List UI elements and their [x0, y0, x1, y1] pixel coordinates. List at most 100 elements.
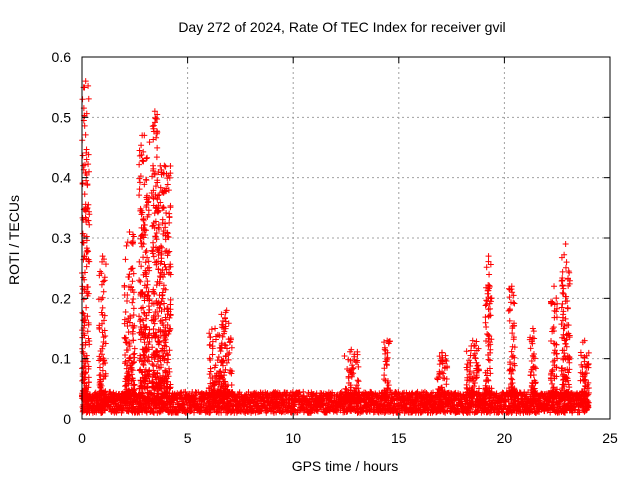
data-point — [123, 242, 130, 249]
data-point — [485, 356, 492, 363]
data-point — [85, 95, 92, 102]
data-point — [152, 115, 159, 122]
data-point — [122, 256, 129, 263]
data-point — [228, 381, 235, 388]
data-point — [83, 304, 90, 311]
data-point — [150, 362, 157, 369]
data-point — [150, 239, 157, 246]
data-point — [468, 342, 475, 349]
y-tick-label: 0.3 — [52, 230, 72, 246]
data-point — [130, 296, 137, 303]
data-point — [341, 353, 348, 360]
data-point — [83, 146, 90, 153]
data-point — [143, 247, 150, 254]
data-point — [228, 344, 235, 351]
data-point — [530, 328, 537, 335]
data-point — [562, 264, 569, 271]
data-point — [215, 353, 222, 360]
y-tick-label: 0.1 — [52, 351, 72, 367]
data-point — [121, 282, 128, 289]
data-point — [130, 305, 137, 312]
data-point — [558, 277, 565, 284]
x-axis-label: GPS time / hours — [292, 458, 399, 474]
data-point — [151, 320, 158, 327]
data-point — [136, 186, 143, 193]
y-tick-label: 0.5 — [52, 109, 72, 125]
data-point — [485, 253, 492, 260]
data-point — [508, 375, 515, 382]
data-point — [140, 158, 147, 165]
data-point — [167, 202, 174, 209]
data-point — [484, 290, 491, 297]
data-point — [98, 281, 105, 288]
data-point — [577, 349, 584, 356]
data-point — [559, 268, 566, 275]
x-tick-label: 25 — [602, 430, 618, 446]
data-point — [100, 278, 107, 285]
data-point — [563, 259, 570, 266]
data-point — [529, 325, 536, 332]
data-point — [154, 144, 161, 151]
data-point — [131, 382, 138, 389]
data-point — [205, 399, 212, 406]
data-point — [170, 399, 177, 406]
data-point — [81, 191, 88, 198]
data-point — [152, 405, 159, 412]
data-point — [162, 163, 169, 170]
data-point — [488, 295, 495, 302]
data-point — [100, 288, 107, 295]
data-point — [559, 317, 566, 324]
data-point — [137, 318, 144, 325]
data-point — [206, 409, 213, 416]
data-point — [508, 348, 515, 355]
data-point — [564, 305, 571, 312]
data-point — [84, 181, 91, 188]
data-point — [137, 278, 144, 285]
data-point — [102, 333, 109, 340]
data-point — [79, 96, 86, 103]
data-point — [566, 359, 573, 366]
data-point — [161, 162, 168, 169]
x-tick-label: 20 — [497, 430, 513, 446]
data-point — [100, 334, 107, 341]
data-point — [144, 154, 151, 161]
data-point — [208, 326, 215, 333]
data-point — [124, 239, 131, 246]
data-point — [212, 325, 219, 332]
data-point — [509, 380, 516, 387]
data-point — [141, 226, 148, 233]
data-point — [130, 312, 137, 319]
data-point — [81, 122, 88, 129]
data-point — [483, 264, 490, 271]
data-point — [553, 314, 560, 321]
chart-title: Day 272 of 2024, Rate Of TEC Index for r… — [178, 19, 505, 35]
data-point — [138, 142, 145, 149]
data-point — [562, 341, 569, 348]
data-point — [559, 282, 566, 289]
data-point — [206, 371, 213, 378]
data-point — [155, 312, 162, 319]
y-axis-label: ROTI / TECUs — [6, 195, 22, 285]
y-tick-label: 0.6 — [52, 49, 72, 65]
data-point — [96, 364, 103, 371]
data-point — [511, 300, 518, 307]
data-point — [166, 219, 173, 226]
data-point — [122, 308, 129, 315]
data-points — [79, 78, 592, 416]
data-point — [136, 277, 143, 284]
data-point — [149, 247, 156, 254]
y-tick-label: 0.2 — [52, 290, 72, 306]
x-tick-label: 0 — [78, 430, 86, 446]
data-point — [354, 377, 361, 384]
data-point — [381, 339, 388, 346]
data-point — [145, 293, 152, 300]
data-point — [129, 278, 136, 285]
data-point — [551, 283, 558, 290]
data-point — [207, 368, 214, 375]
data-point — [486, 271, 493, 278]
data-point — [187, 405, 194, 412]
data-point — [102, 407, 109, 414]
data-point — [529, 335, 536, 342]
data-point — [463, 348, 470, 355]
